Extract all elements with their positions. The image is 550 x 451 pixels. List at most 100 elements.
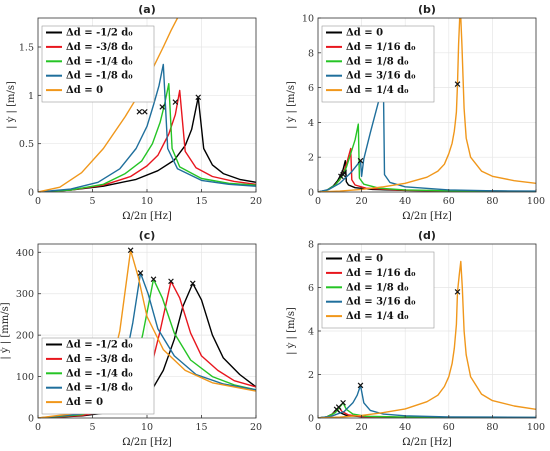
panel-a: 0 5 10 15 20 0 0.5 1 1.5 (a) Ω/2π [Hz] | ẏ | [m/s] Δ…: [6, 3, 262, 222]
y-tick-label: 300: [16, 289, 34, 300]
y-axis-label-c: | ẏ | [mm/s]: [0, 302, 11, 359]
peak-marker-a-0: [195, 94, 202, 101]
y-tick-label: 2: [308, 370, 314, 381]
y-axis-label-a: | ẏ | [m/s]: [6, 81, 17, 129]
peak-marker-d-1: [335, 404, 342, 410]
y-axis-label-d: | ẏ | [m/s]: [286, 307, 297, 355]
peak-marker-d-2: [340, 399, 346, 406]
series-line-b-3: [318, 83, 536, 192]
peak-marker-c-0: [189, 280, 196, 287]
series-line-a-1: [38, 89, 256, 192]
legend-entry: Δd = -1/2 d₀: [66, 28, 133, 39]
y-tick-label: 0: [308, 414, 314, 425]
legend-entry: Δd = -1/8 d₀: [66, 383, 133, 394]
y-tick-label: 8: [308, 240, 314, 251]
y-axis-label-b: | ẏ | [m/s]: [286, 81, 297, 129]
x-tick-label: 100: [527, 196, 545, 207]
peak-marker-c-2: [150, 276, 157, 283]
legend-entry: Δd = -1/2 d₀: [66, 340, 133, 351]
panel-d: 0 20 40 60 80 100 0 2 4 6 8 (d) Ω/2π [Hz] | ẏ | [m/s]…: [286, 229, 545, 448]
x-tick-label: 10: [141, 422, 153, 433]
legend-d: Δd = 0 Δd = 1/16 d₀ Δd = 1/8 d₀ Δd = 3/16 d…: [321, 251, 435, 329]
x-axis-label-a: Ω/2π [Hz]: [122, 211, 172, 222]
peak-marker-b-4: [454, 81, 461, 87]
legend-entry: Δd = -1/8 d₀: [66, 71, 133, 82]
x-tick-label: 0: [315, 422, 321, 433]
x-tick-label: 80: [486, 196, 498, 207]
series-line-a-2: [38, 83, 256, 192]
x-tick-label: 20: [250, 196, 262, 207]
legend-entry: Δd = 1/8 d₀: [346, 282, 409, 293]
y-tick-label: 0.5: [19, 139, 34, 150]
y-tick-label: 10: [302, 14, 314, 25]
y-tick-label: 2: [308, 153, 314, 164]
series-group-a: [38, 18, 256, 192]
y-tick-label: 0: [308, 188, 314, 199]
legend-entry: Δd = 0: [346, 28, 383, 39]
panel-b: 0 20 40 60 80 100 0 2 4 6 8 10 (b) Ω/2π [Hz] | ẏ | [m/…: [286, 3, 545, 222]
y-tick-label: 1.5: [19, 43, 34, 54]
y-tick-label: 4: [308, 327, 314, 338]
y-tick-label: 6: [308, 83, 314, 94]
x-tick-label: 60: [443, 422, 455, 433]
legend-entry: Δd = 1/4 d₀: [346, 85, 409, 96]
panel-title-b: (b): [418, 3, 436, 16]
y-tick-label: 4: [308, 118, 314, 129]
series-line-a-0: [38, 96, 256, 192]
axes-frame-b: [317, 17, 537, 193]
peak-marker-c-1: [168, 278, 174, 285]
x-tick-label: 100: [527, 422, 545, 433]
peak-marker-a-4: [136, 108, 143, 115]
y-tick-label: 200: [16, 331, 34, 342]
x-axis-label-c: Ω/2π [Hz]: [122, 437, 172, 448]
legend-entry: Δd = 3/16 d₀: [346, 297, 416, 308]
y-tick-label: 100: [16, 372, 34, 383]
peak-marker-b-2: [341, 170, 347, 176]
x-axis-label-b: Ω/2π [Hz]: [402, 211, 452, 222]
x-tick-label: 15: [195, 422, 207, 433]
legend-entry: Δd = 1/4 d₀: [346, 311, 409, 322]
peak-marker-c-3: [137, 270, 144, 276]
peak-marker-d-3: [357, 382, 364, 389]
x-axis-label-d: Ω/2π [Hz]: [402, 437, 452, 448]
series-line-a-3: [38, 63, 256, 192]
series-line-b-2: [318, 123, 536, 192]
y-tick-label: 1: [28, 91, 34, 102]
legend-a: Δd = -1/2 d₀ Δd = -3/8 d₀ Δd = -1/4 d₀ Δd =…: [41, 25, 155, 103]
x-tick-label: 0: [315, 196, 321, 207]
peak-marker-a-3: [141, 108, 148, 115]
legend-c: Δd = -1/2 d₀ Δd = -3/8 d₀ Δd = -1/4 d₀ Δd =…: [41, 337, 155, 415]
legend-entry: Δd = -1/4 d₀: [66, 56, 133, 67]
peak-marker-c-4: [127, 247, 134, 254]
legend-entry: Δd = 3/16 d₀: [346, 71, 416, 82]
x-tick-label: 20: [250, 422, 262, 433]
x-tick-label: 5: [89, 422, 95, 433]
x-tick-label: 0: [35, 422, 41, 433]
y-tick-label: 6: [308, 283, 314, 294]
x-tick-label: 5: [89, 196, 95, 207]
y-tick-label: 8: [308, 48, 314, 59]
panel-title-a: (a): [138, 3, 155, 16]
legend-entry: Δd = -3/8 d₀: [66, 42, 133, 53]
legend-entry: Δd = 1/16 d₀: [346, 268, 416, 279]
legend-entry: Δd = 0: [346, 254, 383, 265]
peak-marker-a-2: [159, 104, 166, 110]
panel-title-c: (c): [139, 229, 156, 242]
x-tick-label: 60: [443, 196, 455, 207]
x-tick-label: 40: [399, 422, 411, 433]
x-tick-label: 40: [399, 196, 411, 207]
legend-entry: Δd = -3/8 d₀: [66, 354, 133, 365]
legend-entry: Δd = -1/4 d₀: [66, 368, 133, 379]
y-tick-label: 0: [28, 188, 34, 199]
x-tick-label: 10: [141, 196, 153, 207]
legend-entry: Δd = 1/8 d₀: [346, 56, 409, 67]
x-tick-label: 80: [486, 422, 498, 433]
legend-entry: Δd = 1/16 d₀: [346, 42, 416, 53]
series-line-a-4: [38, 18, 179, 192]
series-line-d-4: [318, 260, 536, 418]
x-tick-label: 15: [195, 196, 207, 207]
y-tick-label: 400: [16, 248, 34, 259]
y-tick-label: 0: [28, 414, 34, 425]
